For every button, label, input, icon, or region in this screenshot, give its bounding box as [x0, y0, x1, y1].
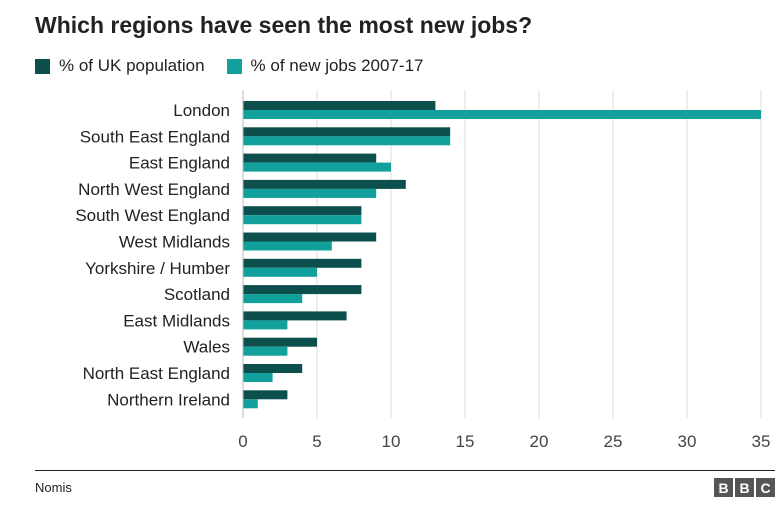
- category-label: East England: [129, 154, 230, 173]
- bar-population: [243, 101, 436, 110]
- bar-new-jobs: [243, 320, 288, 330]
- legend-label-population: % of UK population: [59, 56, 205, 75]
- bar-new-jobs: [243, 399, 258, 409]
- category-label: Northern Ireland: [107, 390, 230, 409]
- category-label: South West England: [75, 206, 230, 225]
- bar-new-jobs: [243, 215, 362, 225]
- bar-population: [243, 258, 362, 268]
- bar-new-jobs: [243, 241, 332, 251]
- bar-population: [243, 153, 377, 163]
- bar-population: [243, 206, 362, 216]
- legend: % of UK population % of new jobs 2007-17: [35, 56, 446, 76]
- category-label: London: [173, 101, 230, 120]
- legend-label-new-jobs: % of new jobs 2007-17: [250, 56, 424, 75]
- category-label: Wales: [183, 338, 230, 357]
- bar-population: [243, 285, 362, 295]
- bar-population: [243, 364, 303, 373]
- bar-population: [243, 232, 377, 242]
- bar-new-jobs: [243, 373, 273, 382]
- legend-swatch-population: [35, 58, 50, 74]
- bar-new-jobs: [243, 162, 391, 172]
- bar-chart: 0 5 10 15 20 25 30 35 London South East England Ea…: [75, 90, 771, 451]
- x-tick-label: 5: [312, 432, 321, 451]
- bar-new-jobs: [243, 267, 317, 277]
- source-note: Nomis: [35, 480, 72, 495]
- category-label: West Midlands: [119, 233, 230, 252]
- bar-population: [243, 337, 317, 347]
- bar-new-jobs: [243, 294, 303, 304]
- bbc-logo: B B C: [712, 478, 775, 497]
- category-label: South East England: [80, 127, 230, 146]
- x-tick-label: 15: [456, 432, 475, 451]
- x-tick-label: 30: [678, 432, 697, 451]
- bbc-logo-letter: C: [756, 478, 775, 497]
- x-tick-label: 25: [604, 432, 623, 451]
- chart-title: Which regions have seen the most new job…: [35, 12, 533, 38]
- legend-item-population: % of UK population: [35, 56, 205, 76]
- x-tick-label: 0: [238, 432, 247, 451]
- bar-population: [243, 127, 451, 137]
- legend-swatch-new-jobs: [226, 58, 242, 74]
- bbc-logo-letter: B: [735, 478, 754, 497]
- x-tick-label: 20: [530, 432, 549, 451]
- bar-population: [243, 311, 347, 321]
- category-label: Scotland: [164, 285, 230, 304]
- bar-population: [243, 179, 406, 189]
- category-label: North East England: [83, 364, 230, 383]
- footer-divider: [35, 470, 775, 471]
- legend-item-new-jobs: % of new jobs 2007-17: [226, 56, 424, 76]
- bar-new-jobs: [243, 346, 288, 356]
- category-label: North West England: [78, 180, 230, 199]
- bar-new-jobs: [243, 188, 377, 198]
- bar-population: [243, 390, 288, 400]
- category-label: East Midlands: [123, 311, 230, 330]
- bar-new-jobs: [243, 136, 451, 146]
- bbc-logo-letter: B: [714, 478, 733, 497]
- x-tick-label: 35: [752, 432, 771, 451]
- x-tick-label: 10: [382, 432, 401, 451]
- category-label: Yorkshire / Humber: [85, 259, 230, 278]
- bar-new-jobs: [243, 110, 761, 119]
